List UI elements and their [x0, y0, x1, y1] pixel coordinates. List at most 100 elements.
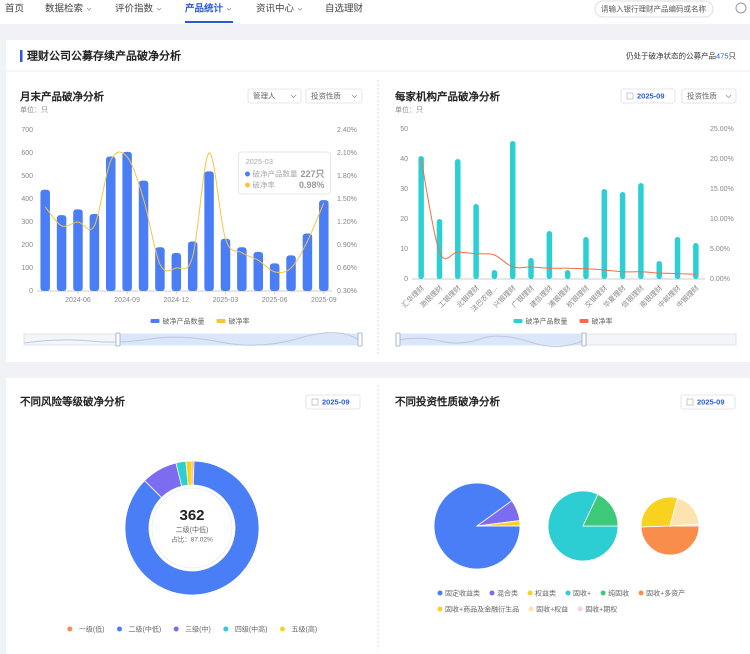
date-label[interactable]: 2025-09	[697, 397, 725, 406]
nav-item[interactable]: 评价指数	[115, 3, 154, 15]
bar	[40, 189, 50, 291]
slider-handle[interactable]	[115, 332, 121, 347]
chevron	[226, 7, 232, 11]
y2-tick-label: 2.40%	[337, 127, 357, 134]
bar	[693, 243, 699, 279]
legend-item: 纯固收	[600, 588, 629, 597]
zoom-slider[interactable]	[395, 332, 737, 347]
dropdown-label[interactable]: 管理人	[253, 90, 276, 100]
chevron	[290, 94, 297, 99]
legend-item: 权益类	[527, 588, 556, 597]
date-picker[interactable]	[620, 88, 676, 104]
dropdown[interactable]	[681, 88, 737, 104]
bar	[656, 261, 662, 279]
slice[interactable]	[185, 460, 193, 486]
slider-preview	[23, 332, 361, 346]
legend-label: 混合类	[497, 588, 518, 597]
slice[interactable]	[547, 490, 619, 562]
date-label[interactable]: 2025-09	[322, 397, 350, 406]
dropdown-label[interactable]: 投资性质	[687, 90, 717, 100]
legend-marker	[150, 319, 160, 323]
legend-item: 固定收益类	[437, 588, 480, 597]
bar	[546, 231, 553, 279]
legend-label: 三级(中)	[185, 624, 211, 633]
search-box[interactable]	[594, 0, 714, 18]
bar	[619, 192, 626, 279]
chevron	[351, 94, 358, 99]
dropdown[interactable]	[247, 88, 302, 104]
tooltip-label: 破净产品数量	[252, 168, 297, 178]
legend-marker	[638, 590, 644, 596]
tooltip	[237, 151, 331, 195]
nav-item[interactable]: 资讯中心	[256, 3, 295, 15]
slider-handle[interactable]	[581, 332, 587, 347]
rate-line	[44, 151, 325, 274]
bar	[122, 151, 132, 291]
legend-label: 固收+	[573, 588, 591, 597]
x-tick-label: 2025-06	[262, 297, 288, 304]
slice[interactable]	[640, 525, 700, 556]
chevron	[86, 7, 92, 11]
panel-title: 理财公司公募存续产品破净分析	[27, 48, 181, 62]
zoom-slider[interactable]	[23, 332, 363, 347]
x-tick-label: 2024-09	[114, 297, 140, 304]
chevron	[725, 94, 732, 99]
bar	[473, 204, 479, 279]
calendar-icon	[311, 398, 319, 406]
bar	[269, 263, 280, 291]
y-tick-label: 10	[400, 246, 408, 253]
slider-window[interactable]	[118, 334, 360, 345]
bar	[455, 159, 461, 279]
dropdown[interactable]	[305, 88, 363, 104]
slider-handle[interactable]	[357, 332, 363, 347]
legend-marker	[527, 590, 533, 596]
bar	[638, 183, 644, 279]
y2-tick-label: 10.00%	[710, 216, 734, 223]
y-tick-label: 0	[29, 288, 33, 295]
slider-handle[interactable]	[395, 332, 401, 347]
chart-title: 每家机构产品破净分析	[395, 90, 500, 103]
center-share: 占比：87.02%	[171, 535, 213, 544]
slice[interactable]	[640, 496, 679, 528]
nav-item[interactable]: 首页	[5, 3, 24, 15]
chart-title: 月末产品破净分析	[19, 90, 104, 103]
x-tick-label: 2025-03	[213, 297, 239, 304]
legend-marker	[489, 590, 495, 596]
bar	[302, 233, 313, 291]
search-placeholder[interactable]: 请输入银行理财产品编码或名称	[601, 3, 706, 13]
date-picker[interactable]	[305, 394, 361, 410]
nav-item[interactable]: 数据检索	[45, 3, 83, 15]
slice[interactable]	[669, 497, 700, 527]
legend-label: 固收+商品及金融衍生品	[445, 604, 519, 613]
bar	[528, 258, 534, 279]
y-tick-label: 50	[400, 126, 408, 133]
tooltip-label: 破净率	[252, 179, 275, 189]
legend-marker	[173, 626, 179, 632]
date-picker[interactable]	[680, 394, 736, 410]
panel	[6, 378, 750, 654]
y-tick-label: 20	[400, 216, 408, 223]
slice[interactable]	[476, 520, 521, 527]
date-label[interactable]: 2025-09	[637, 91, 665, 100]
slider-window[interactable]	[398, 334, 584, 345]
y2-tick-label: 1.50%	[337, 196, 357, 203]
y2-tick-label: 2.10%	[337, 150, 357, 157]
calendar-icon	[686, 398, 694, 406]
legend-label: 破净产品数量	[163, 316, 205, 325]
slice[interactable]	[669, 523, 700, 527]
slice[interactable]	[582, 493, 619, 527]
dropdown-label[interactable]: 投资性质	[311, 90, 341, 100]
center-name: 二级(中低)	[176, 525, 209, 534]
bar	[253, 251, 263, 291]
avatar[interactable]	[735, 2, 747, 14]
nav-item[interactable]: 产品统计	[185, 3, 224, 15]
legend-label: 五级(高)	[292, 624, 318, 633]
summary-prefix: 仍处于破净状态的公募产品	[626, 50, 716, 60]
nav-item[interactable]: 自选理财	[325, 3, 364, 15]
bar	[237, 247, 247, 291]
bar	[106, 156, 116, 291]
legend-marker	[67, 626, 73, 632]
unit-label: 单位：只	[395, 105, 423, 114]
bar	[674, 237, 681, 279]
y2-tick-label: 0.60%	[337, 265, 357, 272]
